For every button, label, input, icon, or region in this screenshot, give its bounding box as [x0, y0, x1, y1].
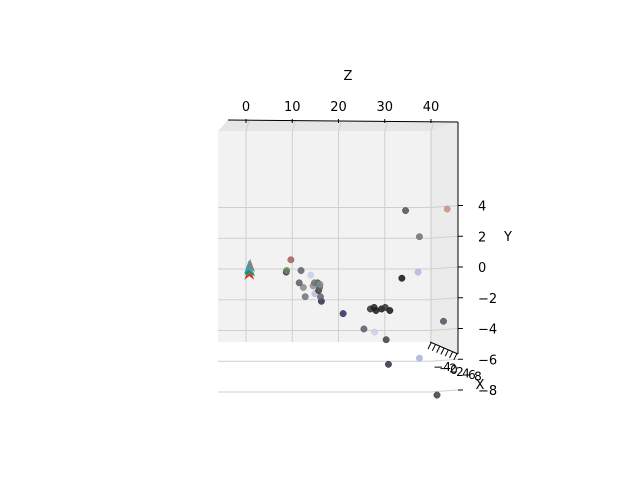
scatter-point — [360, 325, 368, 333]
x-tick-label: 6 — [468, 368, 476, 382]
z-gridline-top — [338, 120, 342, 132]
y-gridline-side — [429, 358, 459, 362]
x-tick — [427, 342, 432, 350]
z-gridline-top — [430, 120, 435, 132]
scatter-point — [297, 267, 305, 274]
side-pane — [430, 122, 458, 354]
scatter-point — [307, 271, 315, 279]
scatter-point — [317, 293, 324, 301]
y-gridline-side — [429, 389, 459, 393]
x-tick-label: 8 — [474, 370, 482, 384]
y-tick-label: 2 — [478, 230, 486, 245]
axis-lines — [227, 119, 463, 391]
grid-lines — [218, 120, 459, 393]
scatter-point — [371, 328, 379, 336]
y-tick-label: −4 — [478, 323, 497, 338]
z-tick-label: 20 — [330, 100, 347, 115]
x-tick-label: 0 — [450, 363, 458, 377]
y-gridline-side — [429, 205, 459, 208]
z-tick-label: 10 — [284, 100, 301, 115]
scatter-point — [386, 307, 394, 314]
scatter-point — [414, 268, 422, 276]
scatter-point — [370, 303, 378, 311]
x-tick-label: −2 — [439, 362, 457, 376]
y-gridline-side — [429, 266, 459, 270]
top-pane — [218, 120, 458, 131]
scatter-point — [440, 317, 447, 325]
x-tick — [444, 349, 449, 357]
x-tick — [453, 353, 458, 361]
y-tick-label: −6 — [478, 353, 497, 368]
scatter-point — [433, 391, 441, 399]
back-pane — [218, 131, 430, 342]
x-tick-label: −4 — [433, 360, 451, 374]
z-gridline-top — [245, 120, 250, 132]
z-tick-label: 0 — [242, 100, 250, 115]
scatter-point — [402, 207, 410, 215]
x-tick — [449, 351, 453, 359]
y-axis-label: Y — [503, 230, 512, 245]
axes-panes — [218, 120, 458, 354]
x-axis-line — [429, 341, 459, 355]
y-gridline-side — [429, 328, 459, 331]
y-tick-label: 0 — [478, 261, 486, 276]
quiver-arrow — [245, 258, 255, 273]
scatter-point — [415, 233, 423, 241]
z-axis-label: Z — [344, 69, 353, 84]
z-tick-label: 30 — [376, 100, 393, 115]
z-axis-line — [227, 119, 459, 123]
x-tick-label: 4 — [462, 366, 470, 380]
scatter-point — [287, 256, 295, 264]
scatter-point — [283, 267, 291, 274]
scatter-point — [295, 279, 303, 287]
scatter-point — [316, 280, 324, 288]
x-axis-label: X — [476, 378, 485, 393]
scatter-point — [301, 293, 309, 301]
scatter-point — [339, 310, 347, 318]
scatter-point — [382, 336, 390, 344]
x-tick-label: 2 — [456, 365, 464, 379]
scatter-point — [299, 284, 307, 291]
data-marks — [243, 205, 451, 399]
y-tick-label: 4 — [478, 200, 486, 215]
x-tick — [431, 344, 436, 352]
y-gridline-side — [429, 235, 459, 239]
scatter-point — [415, 354, 423, 362]
y-tick-label: −8 — [478, 384, 497, 399]
z-tick-label: 40 — [423, 100, 440, 115]
scatter-point — [443, 205, 451, 213]
y-tick-label: −2 — [478, 292, 497, 307]
x-tick — [440, 348, 445, 355]
y-gridline-side — [429, 297, 459, 301]
scatter-point — [385, 360, 392, 368]
z-gridline-top — [384, 120, 389, 132]
scatter-point — [398, 274, 406, 282]
x-tick — [436, 346, 441, 353]
z-gridline-top — [291, 120, 296, 132]
